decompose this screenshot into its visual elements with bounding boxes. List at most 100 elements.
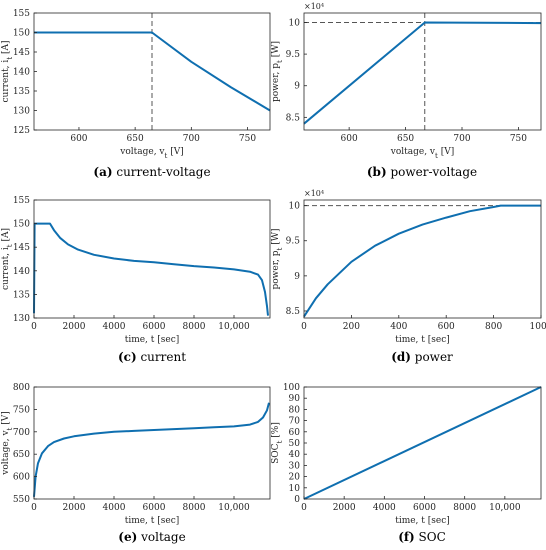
series-line (33, 402, 270, 497)
x-tick-label: 600 (438, 322, 455, 332)
y-tick-label: 10 (289, 484, 301, 494)
y-tick-label: 90 (289, 394, 301, 404)
x-tick-label: 4000 (373, 503, 396, 513)
chart-panel-e: 0 2000 4000 6000 8000 10,000 550 600 650 700 750 80… (1, 383, 271, 544)
y-tick-label: 135 (13, 290, 30, 300)
panel-caption: (b) power-voltage (367, 165, 477, 179)
x-tick-label: 750 (239, 134, 256, 144)
plot-frame (303, 199, 542, 319)
x-tick-label: 700 (183, 134, 200, 144)
y-tick-label: 80 (289, 405, 301, 415)
x-tick-label: 4000 (103, 322, 126, 332)
chart-panel-a: 600 650 700 750 125 130 135 140 145 150 155 voltage… (1, 9, 271, 179)
series-line (303, 204, 541, 318)
y-axis-label: power, pt [W] (271, 229, 284, 290)
x-tick-label: 6000 (143, 322, 166, 332)
y-tick-label: 30 (289, 461, 301, 471)
x-tick-label: 600 (341, 134, 358, 144)
x-axis-label: voltage, vt [V] (390, 147, 454, 160)
y-tick-label: 155 (13, 9, 30, 19)
x-tick-label: 750 (510, 134, 527, 144)
x-tick-label: 200 (343, 322, 360, 332)
x-tick-label: 4000 (103, 503, 126, 513)
x-tick-label: 600 (70, 134, 87, 144)
y-tick-label: 8.5 (286, 113, 301, 123)
panel-caption: (c) current (118, 350, 186, 364)
y-exponent-label: ×10⁴ (304, 2, 324, 11)
x-tick-label: 0 (31, 503, 37, 513)
plot-frame (33, 386, 271, 500)
x-tick-label: 8000 (183, 322, 206, 332)
y-tick-label: 0 (294, 495, 300, 505)
y-tick-label: 125 (13, 126, 30, 136)
x-tick-label: 800 (485, 322, 502, 332)
panel-caption: (f) SOC (398, 530, 446, 544)
y-tick-label: 135 (13, 87, 30, 97)
series-line (34, 31, 271, 112)
y-tick-label: 40 (289, 450, 301, 460)
y-tick-label: 10 (289, 18, 301, 28)
chart-panel-d: 0 200 400 600 800 1000 8.5 9 9.5 10×10⁴ time, t [s… (271, 189, 546, 364)
x-tick-label: 0 (301, 503, 307, 513)
y-tick-label: 140 (13, 267, 30, 277)
x-tick-label: 1000 (530, 322, 546, 332)
y-exponent-label: ×10⁴ (304, 189, 324, 198)
series-line (303, 21, 542, 125)
x-tick-label: 0 (301, 322, 307, 332)
x-tick-label: 650 (397, 134, 414, 144)
x-axis-label: time, t [sec] (125, 516, 180, 526)
x-tick-label: 650 (127, 134, 144, 144)
x-tick-label: 2000 (63, 503, 86, 513)
x-tick-label: 8000 (183, 503, 206, 513)
chart-panel-b: 600 650 700 750 8.5 9 9.5 10×10⁴ voltage, vt [V]… (271, 2, 542, 179)
y-tick-label: 70 (289, 417, 301, 427)
x-tick-label: 0 (31, 322, 37, 332)
y-tick-label: 9 (294, 272, 300, 282)
x-axis-label: time, t [sec] (395, 335, 450, 345)
y-axis-label: current, it [A] (1, 41, 14, 103)
x-tick-label: 8000 (453, 503, 476, 513)
y-axis-label: voltage, vt [V] (1, 411, 14, 475)
y-axis-label: power, pt [W] (271, 41, 284, 102)
series-line (33, 222, 269, 316)
y-tick-label: 50 (289, 439, 301, 449)
y-tick-label: 130 (13, 314, 30, 324)
plot-frame (33, 199, 271, 319)
x-tick-label: 10,000 (218, 322, 250, 332)
y-tick-label: 20 (289, 473, 301, 483)
y-tick-label: 550 (13, 495, 30, 505)
x-tick-label: 2000 (63, 322, 86, 332)
panel-caption: (d) power (391, 350, 453, 364)
y-tick-label: 8.5 (286, 307, 301, 317)
y-tick-label: 150 (13, 29, 30, 39)
y-tick-label: 700 (13, 428, 30, 438)
series-line (303, 386, 542, 500)
x-tick-label: 10,000 (489, 503, 521, 513)
y-tick-label: 100 (283, 383, 300, 393)
panel-caption: (a) current-voltage (93, 165, 210, 179)
x-axis-label: time, t [sec] (125, 335, 180, 345)
y-tick-label: 145 (13, 243, 30, 253)
x-axis-label: time, t [sec] (395, 516, 450, 526)
y-tick-label: 800 (13, 383, 30, 393)
y-tick-label: 140 (13, 68, 30, 78)
y-tick-label: 60 (289, 428, 301, 438)
x-tick-label: 6000 (413, 503, 436, 513)
y-tick-label: 155 (13, 196, 30, 206)
plot-frame (303, 12, 542, 131)
y-tick-label: 9.5 (286, 50, 301, 60)
y-tick-label: 750 (13, 405, 30, 415)
x-axis-label: voltage, vt [V] (119, 147, 183, 160)
y-tick-label: 9.5 (286, 237, 301, 247)
y-tick-label: 150 (13, 220, 30, 230)
panel-caption: (e) voltage (118, 530, 185, 544)
y-axis-label: SOCt [%] (271, 422, 284, 464)
x-tick-label: 700 (453, 134, 470, 144)
y-axis-label: current, it [A] (1, 228, 14, 290)
y-tick-label: 10 (289, 202, 301, 212)
y-tick-label: 600 (13, 473, 30, 483)
x-tick-label: 10,000 (218, 503, 250, 513)
chart-panel-c: 0 2000 4000 6000 8000 10,000 130 135 140 145 150 15… (1, 196, 271, 364)
